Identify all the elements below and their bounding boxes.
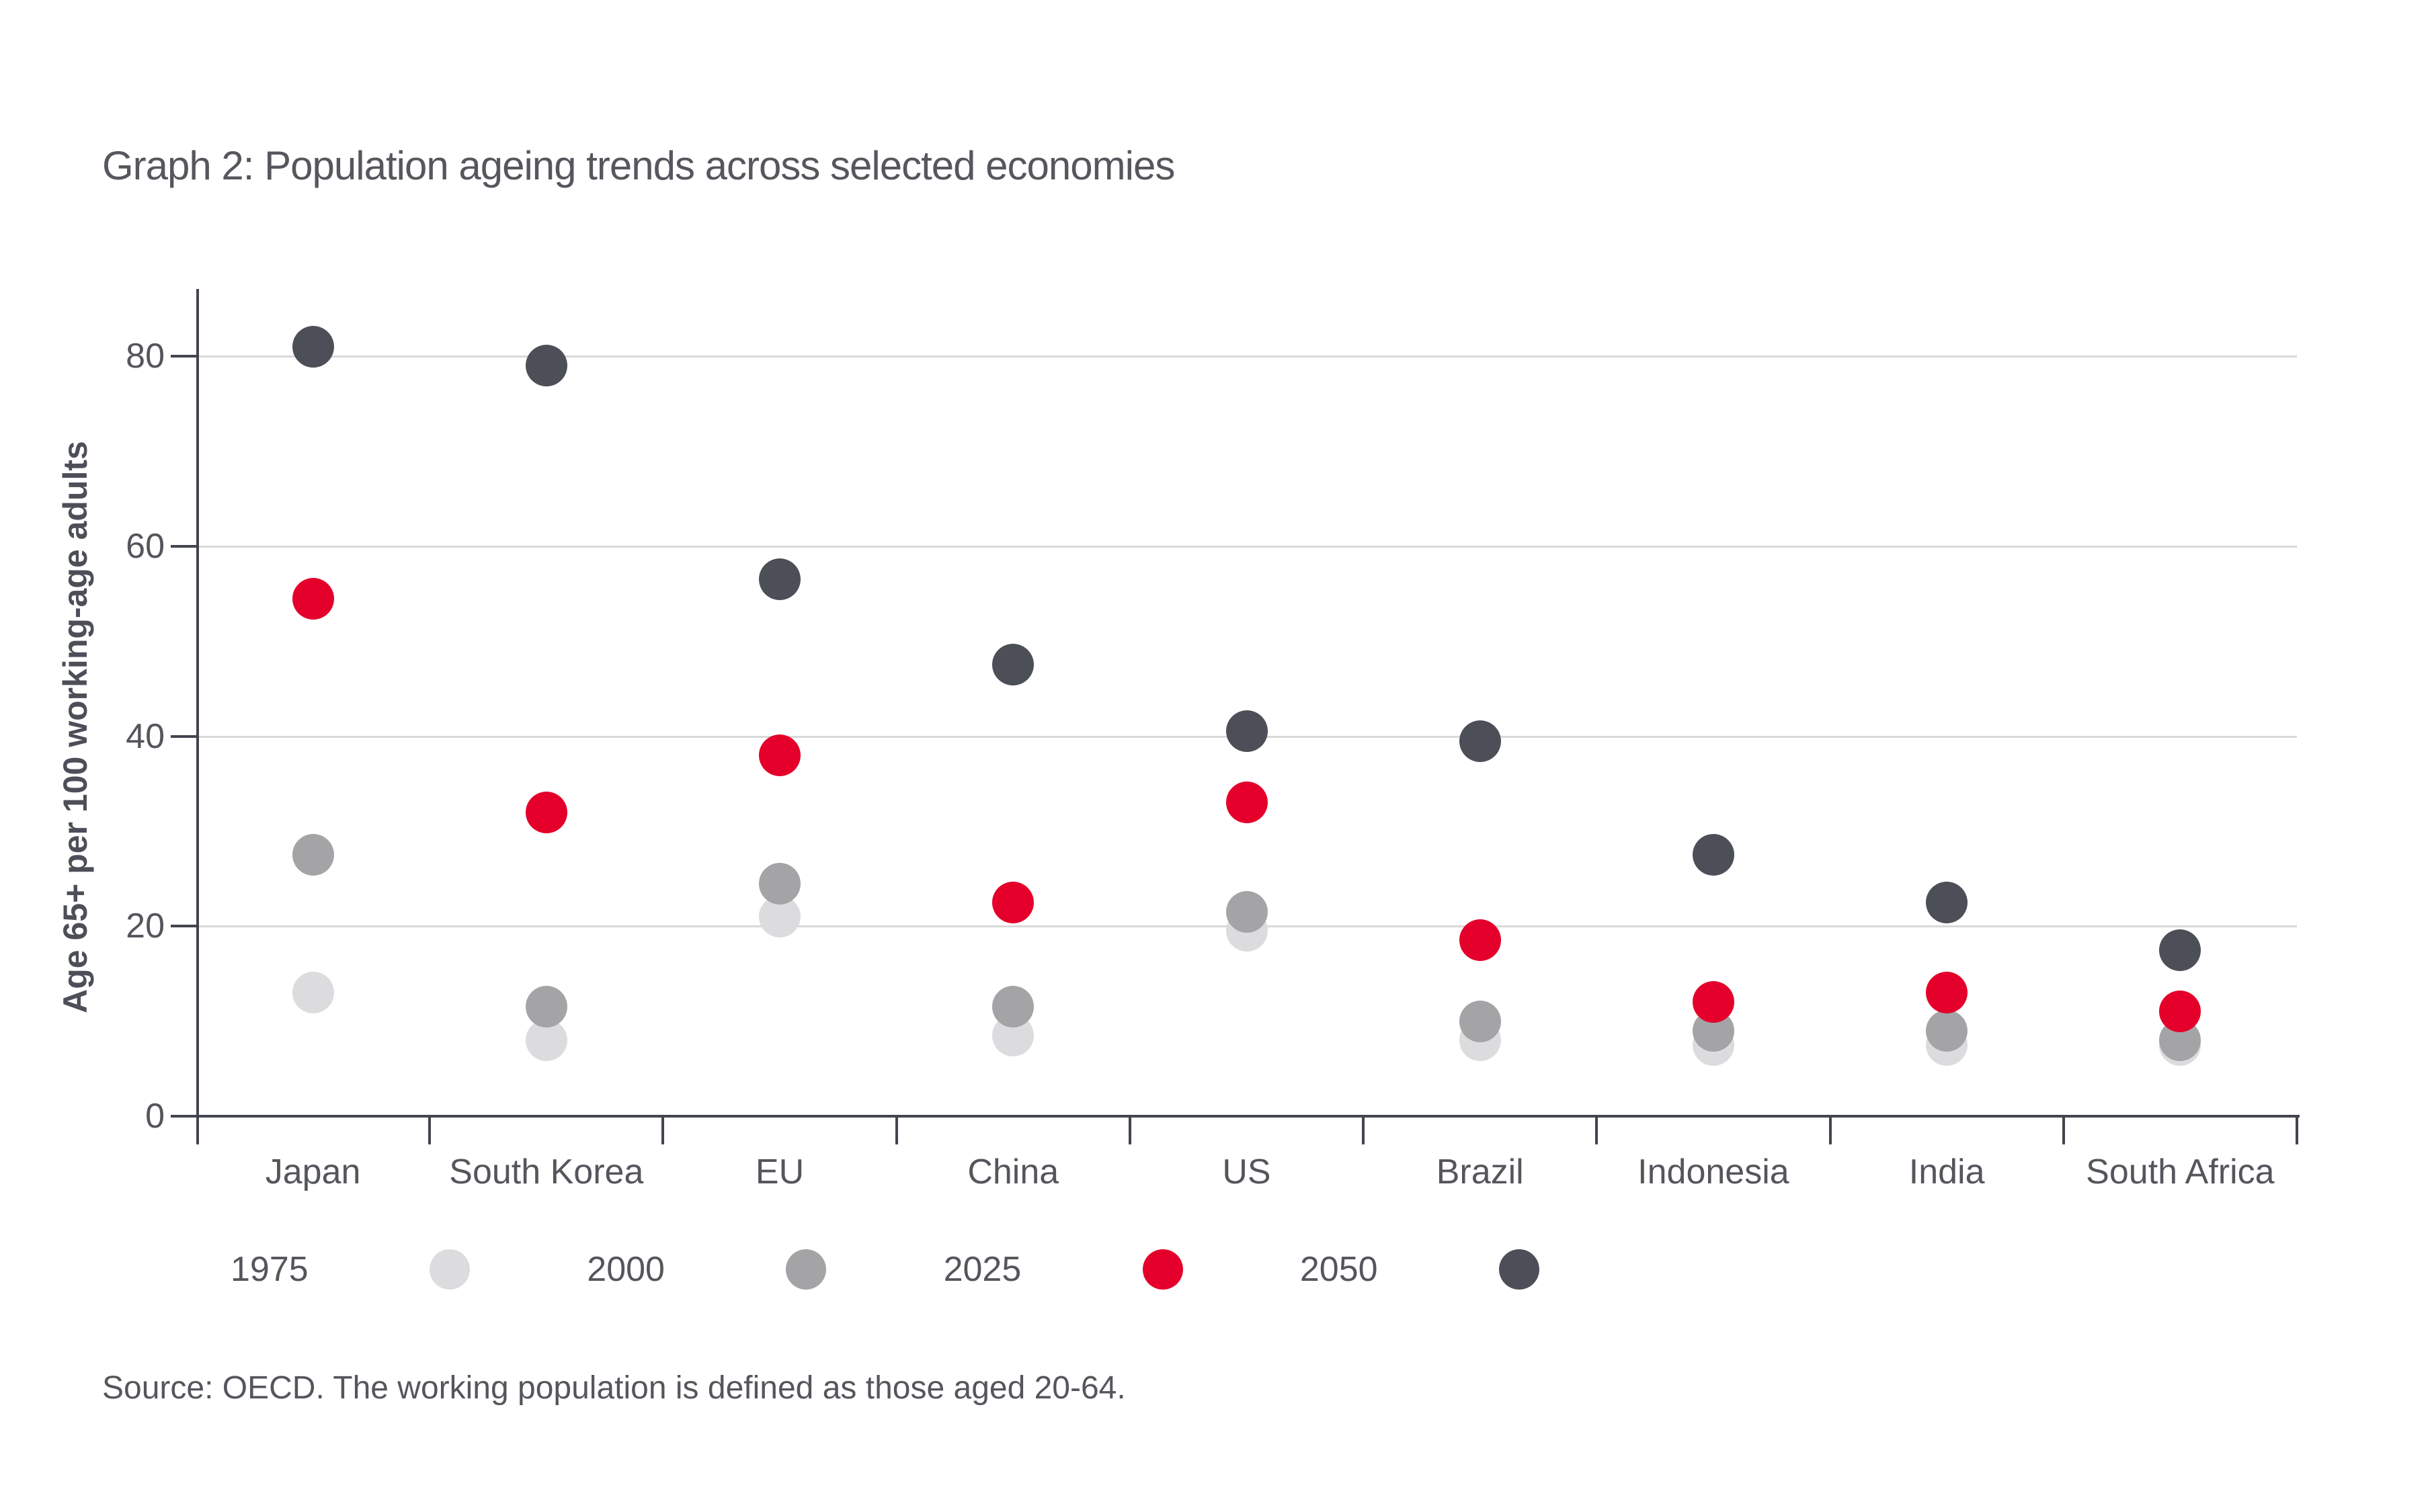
y-axis-line (196, 289, 199, 1144)
legend-label: 1975 (231, 1250, 309, 1289)
legend-item-2000: 2000 (587, 1247, 827, 1292)
y-tick-label: 60 (126, 526, 165, 566)
x-axis-label-brazil: Brazil (1436, 1152, 1524, 1191)
y-tick-label: 80 (126, 337, 165, 376)
plot-area (196, 289, 2297, 1116)
legend-item-1975: 1975 (231, 1247, 470, 1292)
y-tick (171, 734, 196, 738)
point-us-2000 (1225, 891, 1268, 933)
point-japan-1975 (292, 972, 334, 1014)
x-axis-tick (1128, 1116, 1131, 1144)
x-axis-tick (1595, 1116, 1598, 1144)
x-axis-label-china: China (967, 1152, 1059, 1191)
legend-item-2025: 2025 (943, 1247, 1183, 1292)
point-eu-2025 (759, 734, 801, 776)
point-india-2000 (1926, 1009, 1968, 1052)
x-axis-line (196, 1115, 2300, 1118)
legend-label: 2050 (1299, 1250, 1378, 1289)
point-china-2050 (992, 644, 1035, 686)
legend: 1975 2000 2025 2050 (0, 1247, 2430, 1294)
point-indonesia-2050 (1692, 834, 1734, 876)
y-tick (171, 355, 196, 358)
y-tick-label: 40 (126, 716, 165, 756)
legend-dot (786, 1249, 827, 1290)
x-axis-label-south-korea: South Korea (449, 1152, 644, 1191)
x-axis-label-us: US (1222, 1152, 1271, 1191)
source-note: Source: OECD. The working population is … (102, 1370, 1126, 1406)
point-us-2050 (1225, 710, 1268, 753)
point-brazil-2000 (1459, 1000, 1501, 1042)
legend-dot (1498, 1249, 1539, 1290)
y-tick-label: 20 (126, 907, 165, 946)
y-tick (171, 1115, 196, 1118)
point-eu-2050 (759, 558, 801, 601)
x-axis-label-indonesia: Indonesia (1637, 1152, 1789, 1191)
legend-item-2050: 2050 (1299, 1247, 1539, 1292)
point-india-2025 (1926, 972, 1968, 1014)
gridline-80 (196, 355, 2297, 358)
legend-label: 2025 (943, 1250, 1022, 1289)
point-china-2000 (992, 986, 1035, 1028)
x-axis-label-eu: EU (755, 1152, 805, 1191)
x-axis-tick (1362, 1116, 1365, 1144)
point-south-africa-2025 (2159, 991, 2201, 1033)
point-china-2025 (992, 881, 1035, 923)
point-eu-2000 (759, 862, 801, 905)
point-indonesia-2025 (1692, 981, 1734, 1023)
x-axis-label-india: India (1908, 1152, 1985, 1191)
y-tick-label: 0 (145, 1097, 165, 1136)
point-south-korea-2025 (525, 791, 567, 833)
point-south-korea-2050 (525, 345, 567, 387)
y-tick (171, 925, 196, 928)
x-axis-label-south-africa: South Africa (2086, 1152, 2275, 1191)
chart-title: Graph 2: Population ageing trends across… (102, 143, 1175, 188)
y-tick (171, 544, 196, 548)
point-japan-2000 (292, 834, 334, 876)
x-axis-tick (428, 1116, 432, 1144)
point-south-korea-2000 (525, 986, 567, 1028)
point-japan-2025 (292, 577, 334, 620)
point-japan-2050 (292, 325, 334, 368)
point-south-africa-2050 (2159, 929, 2201, 971)
legend-label: 2000 (587, 1250, 665, 1289)
x-axis-tick (2296, 1116, 2298, 1144)
point-us-2025 (1225, 782, 1268, 824)
point-brazil-2025 (1459, 919, 1501, 962)
legend-dot (1142, 1249, 1183, 1290)
x-axis-tick (661, 1116, 665, 1144)
x-axis-tick (1828, 1116, 1832, 1144)
legend-dot (430, 1249, 470, 1290)
point-india-2050 (1926, 881, 1968, 923)
x-axis-label-japan: Japan (265, 1152, 361, 1191)
x-axis-tick (2062, 1116, 2065, 1144)
point-brazil-2050 (1459, 720, 1501, 762)
x-axis-tick (895, 1116, 898, 1144)
gridline-60 (196, 545, 2297, 548)
